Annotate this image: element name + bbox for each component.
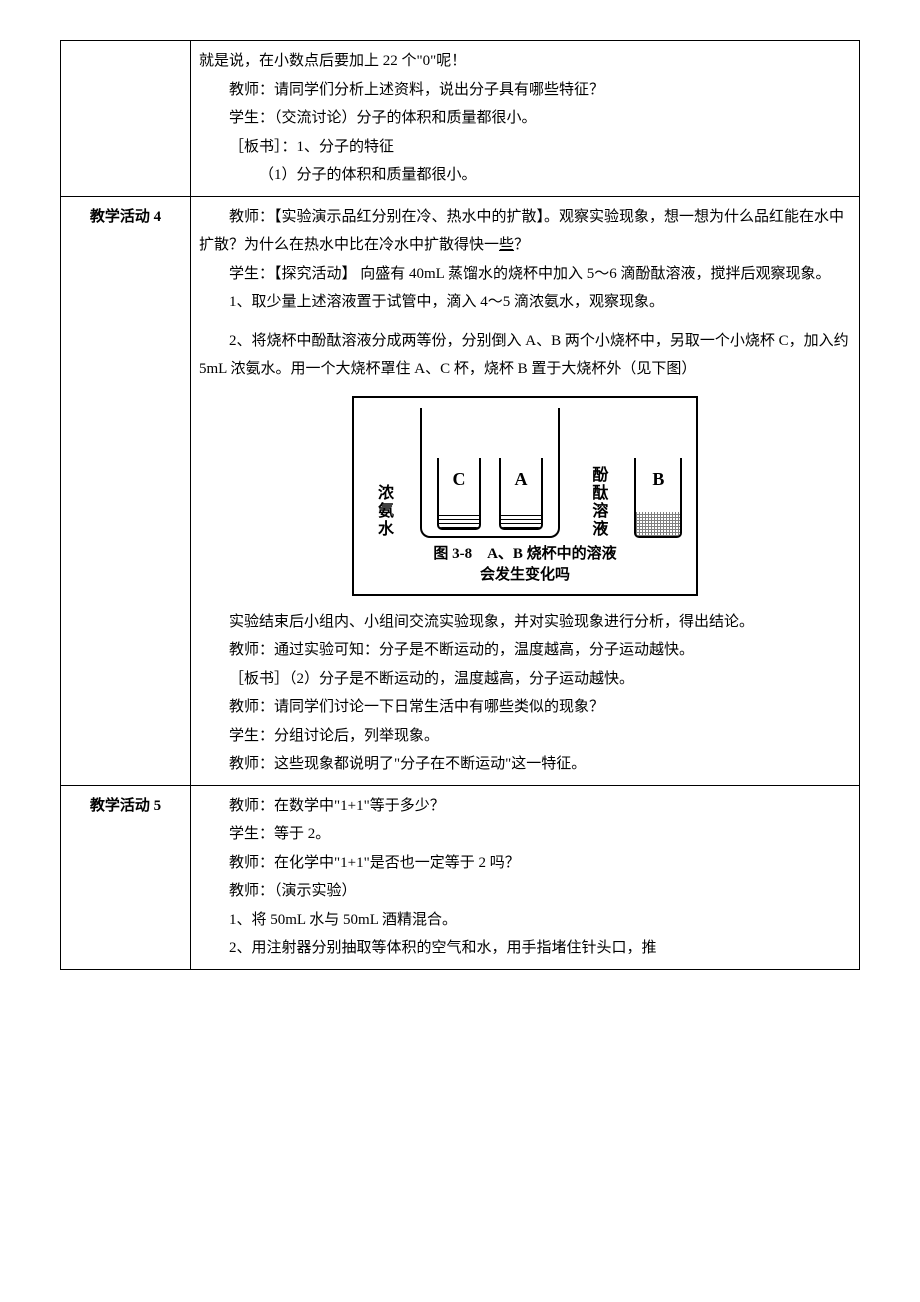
- caption-line-2: 会发生变化吗: [368, 565, 683, 586]
- paragraph: ［板书］（2）分子是不断运动的，温度越高，分子运动越快。: [199, 665, 851, 694]
- paragraph: 2、用注射器分别抽取等体积的空气和水，用手指堵住针头口，推: [199, 934, 851, 963]
- row1-content-cell: 就是说，在小数点后要加上 22 个"0"呢！ 教师：请同学们分析上述资料，说出分…: [191, 41, 860, 197]
- row2-content-cell: 教师：【实验演示品红分别在冷、热水中的扩散】。观察实验现象，想一想为什么品红能在…: [191, 196, 860, 785]
- beaker-letter-c: C: [453, 462, 466, 496]
- paragraph: 1、将 50mL 水与 50mL 酒精混合。: [199, 906, 851, 935]
- beaker-letter-a: A: [515, 462, 528, 496]
- paragraph: 1、取少量上述溶液置于试管中，滴入 4～5 滴浓氨水，观察现象。: [199, 288, 851, 317]
- paragraph: 学生：（交流讨论）分子的体积和质量都很小。: [199, 104, 851, 133]
- row2-label-cell: 教学活动 4: [61, 196, 191, 785]
- paragraph: 就是说，在小数点后要加上 22 个"0"呢！: [199, 47, 851, 76]
- left-vertical-label: 浓氨水: [368, 484, 398, 538]
- paragraph: 教师：通过实验可知：分子是不断运动的，温度越高，分子运动越快。: [199, 636, 851, 665]
- beaker-a: A: [499, 458, 543, 530]
- figure-frame: 浓氨水 C A 酚酞溶液: [352, 396, 699, 596]
- paragraph: 教师：【实验演示品红分别在冷、热水中的扩散】。观察实验现象，想一想为什么品红能在…: [199, 203, 851, 260]
- table-row: 就是说，在小数点后要加上 22 个"0"呢！ 教师：请同学们分析上述资料，说出分…: [61, 41, 860, 197]
- paragraph: 学生：【探究活动】 向盛有 40mL 蒸馏水的烧杯中加入 5～6 滴酚酞溶液，搅…: [199, 260, 851, 289]
- beaker-letter-b: B: [652, 462, 664, 496]
- spacer: [199, 317, 851, 327]
- row1-label-cell: [61, 41, 191, 197]
- beakers-row: 浓氨水 C A 酚酞溶液: [368, 408, 683, 538]
- beaker-b-fill: [636, 512, 680, 536]
- paragraph: 2、将烧杯中酚酞溶液分成两等份，分别倒入 A、B 两个小烧杯中，另取一个小烧杯 …: [199, 327, 851, 384]
- table-row: 教学活动 4 教师：【实验演示品红分别在冷、热水中的扩散】。观察实验现象，想一想…: [61, 196, 860, 785]
- paragraph: 教师：请同学们分析上述资料，说出分子具有哪些特征？: [199, 76, 851, 105]
- beaker-c: C: [437, 458, 481, 530]
- right-vertical-label: 酚酞溶液: [582, 466, 612, 538]
- paragraph: 教师：在化学中"1+1"是否也一定等于 2 吗？: [199, 849, 851, 878]
- activity-4-label: 教学活动 4: [69, 203, 182, 232]
- beaker-c-fill: [439, 512, 479, 528]
- text-span: ？: [514, 237, 529, 253]
- beaker-a-fill: [501, 512, 541, 528]
- paragraph: 教师：（演示实验）: [199, 877, 851, 906]
- figure-3-8: 浓氨水 C A 酚酞溶液: [199, 396, 851, 596]
- activity-5-label: 教学活动 5: [69, 792, 182, 821]
- paragraph: ［板书］：1、分子的特征: [199, 133, 851, 162]
- underlined-char: 些: [499, 237, 514, 253]
- paragraph: 教师：这些现象都说明了"分子在不断运动"这一特征。: [199, 750, 851, 779]
- figure-caption: 图 3-8 A、B 烧杯中的溶液 会发生变化吗: [368, 544, 683, 586]
- paragraph: 学生：分组讨论后，列举现象。: [199, 722, 851, 751]
- paragraph: 教师：请同学们讨论一下日常生活中有哪些类似的现象？: [199, 693, 851, 722]
- table-row: 教学活动 5 教师：在数学中"1+1"等于多少？ 学生：等于 2。 教师：在化学…: [61, 785, 860, 969]
- caption-line-1: 图 3-8 A、B 烧杯中的溶液: [368, 544, 683, 565]
- row3-content-cell: 教师：在数学中"1+1"等于多少？ 学生：等于 2。 教师：在化学中"1+1"是…: [191, 785, 860, 969]
- beaker-b: B: [634, 458, 682, 538]
- paragraph: 实验结束后小组内、小组间交流实验现象，并对实验现象进行分析，得出结论。: [199, 608, 851, 637]
- paragraph: （1）分子的体积和质量都很小。: [199, 161, 851, 190]
- paragraph: 教师：在数学中"1+1"等于多少？: [199, 792, 851, 821]
- lesson-table: 就是说，在小数点后要加上 22 个"0"呢！ 教师：请同学们分析上述资料，说出分…: [60, 40, 860, 970]
- big-beaker: C A: [420, 408, 560, 538]
- row3-label-cell: 教学活动 5: [61, 785, 191, 969]
- paragraph: 学生：等于 2。: [199, 820, 851, 849]
